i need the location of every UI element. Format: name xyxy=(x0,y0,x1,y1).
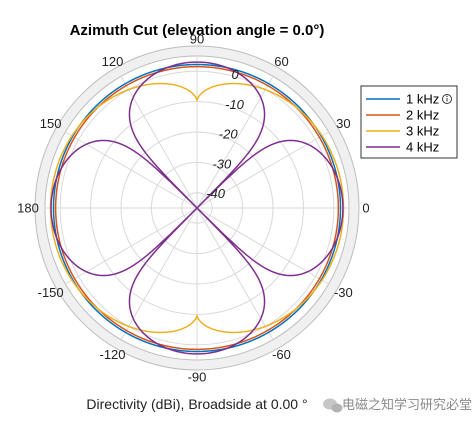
chart-title: Azimuth Cut (elevation angle = 0.0°) xyxy=(70,22,325,39)
angle-tick-label: -60 xyxy=(272,347,291,362)
angle-tick-label: -150 xyxy=(38,285,64,300)
series-line-1 xyxy=(52,63,342,353)
angle-tick-label: 120 xyxy=(102,54,124,69)
grid-spoke xyxy=(65,207,198,285)
angle-tick-label: 30 xyxy=(336,116,350,131)
series-line-2 xyxy=(54,65,340,351)
radial-tick-label: 0 xyxy=(231,67,239,82)
angle-tick-label: 90 xyxy=(190,32,204,47)
radial-tick-label: -20 xyxy=(219,127,239,142)
angle-tick-label: -90 xyxy=(188,370,207,385)
angle-tick-label: 60 xyxy=(274,54,288,69)
legend-box xyxy=(360,85,458,159)
legend-item[interactable]: 4 kHz xyxy=(366,140,439,155)
watermark: 电磁之知学习研究必堂 xyxy=(323,397,472,413)
radial-tick-label: -10 xyxy=(225,97,245,112)
radial-tick-label: -40 xyxy=(206,186,226,201)
grid-spoke xyxy=(120,76,198,209)
legend-label: 3 kHz xyxy=(406,124,439,139)
radial-tick-labels: 0 -10 -20 -30 -40 xyxy=(206,67,245,201)
grid-spoke xyxy=(196,131,329,209)
legend-label: 4 kHz xyxy=(406,140,439,155)
angle-tick-labels: 0 30 60 90 120 150 180 -150 -120 -90 -60 -30 xyxy=(17,32,369,385)
watermark-text: 电磁之知学习研究必堂 xyxy=(342,397,472,412)
grid-spoke xyxy=(196,207,329,285)
grid-spoke xyxy=(196,207,274,340)
series-group xyxy=(49,61,345,355)
angle-tick-label: -30 xyxy=(334,285,353,300)
chart-caption: Directivity (dBi), Broadside at 0.00 ° xyxy=(86,396,307,412)
angle-tick-label: 0 xyxy=(362,201,369,216)
wechat-icon xyxy=(323,398,343,413)
angle-tick-label: 180 xyxy=(17,201,39,216)
legend-label: 2 kHz xyxy=(406,108,439,123)
grid-spoke xyxy=(120,207,198,340)
angle-tick-label: -120 xyxy=(99,347,125,362)
info-circle-icon xyxy=(442,94,452,104)
legend-item[interactable]: 3 kHz xyxy=(366,124,439,139)
radial-tick-label: -30 xyxy=(212,156,232,171)
series-line-4 xyxy=(50,61,344,355)
legend-item[interactable]: 2 kHz xyxy=(366,108,439,123)
grid-spoke xyxy=(65,131,198,209)
angle-tick-label: 150 xyxy=(40,116,62,131)
grid-spoke xyxy=(196,76,274,209)
legend-label: 1 kHz xyxy=(406,92,439,107)
legend-item[interactable]: 1 kHz xyxy=(366,92,452,107)
